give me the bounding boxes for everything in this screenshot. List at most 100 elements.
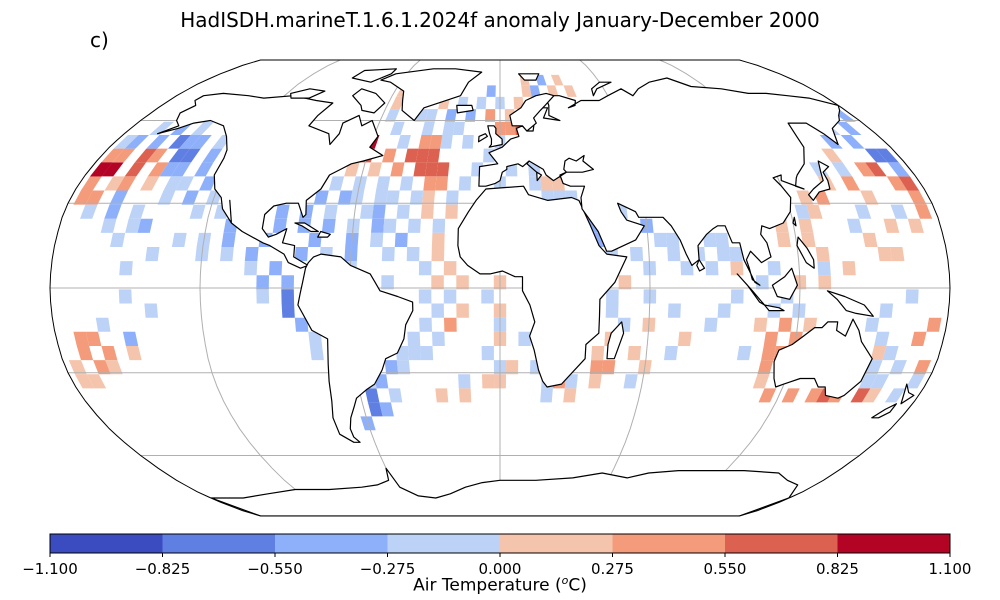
anomaly-cell	[269, 261, 283, 276]
anomaly-cell	[667, 247, 681, 262]
anomaly-cell	[905, 374, 926, 389]
anomaly-cell	[667, 303, 681, 318]
anomaly-cell	[122, 331, 139, 346]
anomaly-cell	[147, 162, 169, 177]
anomaly-cell	[376, 176, 391, 191]
anomaly-cell	[818, 275, 832, 290]
anomaly-cell	[163, 176, 183, 191]
anomaly-cell	[406, 247, 420, 262]
anomaly-cell	[752, 374, 770, 389]
land-baffin	[352, 88, 386, 114]
anomaly-cell	[458, 176, 472, 191]
land-greenland	[380, 68, 483, 122]
anomaly-cell	[913, 360, 932, 375]
anomaly-cell	[776, 232, 791, 247]
land-novaya-zemlya	[591, 81, 612, 97]
anomaly-cell	[178, 135, 202, 149]
anomaly-cell	[898, 176, 920, 191]
anomaly-cell	[146, 148, 168, 163]
globe-outline	[49, 59, 951, 517]
land-ireland	[478, 133, 488, 143]
land-hispaniola	[317, 230, 331, 238]
anomaly-cell	[730, 289, 744, 304]
anomaly-cell	[101, 148, 125, 163]
anomaly-cell	[518, 331, 531, 346]
anomaly-cell	[423, 176, 437, 191]
anomaly-cell	[190, 121, 215, 135]
anomaly-cell	[521, 85, 532, 97]
anomaly-cell	[80, 204, 98, 219]
anomaly-cell	[323, 204, 338, 219]
anomaly-cell	[804, 388, 824, 403]
anomaly-cell	[244, 261, 258, 276]
anomaly-cell	[281, 275, 294, 290]
anomaly-cell	[421, 121, 435, 135]
anomaly-cell	[194, 162, 214, 177]
anomaly-cell	[294, 317, 309, 332]
anomaly-cell	[432, 331, 445, 346]
anomaly-cell	[778, 317, 793, 332]
anomaly-cell	[831, 162, 853, 177]
anomaly-cell	[384, 109, 400, 122]
anomaly-cell	[847, 218, 863, 233]
anomaly-cell	[680, 261, 694, 276]
anomaly-cell	[926, 317, 942, 332]
anomaly-cell	[381, 275, 394, 290]
anomaly-cell	[665, 232, 680, 247]
anomaly-cell	[86, 374, 107, 389]
anomaly-cell	[716, 247, 731, 262]
anomaly-cell	[535, 74, 547, 86]
anomaly-cell	[717, 303, 731, 318]
map-title: HadISDH.marineT.1.6.1.2024f anomaly Janu…	[180, 8, 820, 32]
anomaly-cell	[540, 176, 554, 191]
anomaly-cell	[758, 388, 777, 403]
anomaly-cell	[321, 218, 336, 233]
land-svalbard	[518, 73, 540, 81]
anomaly-cell	[256, 289, 270, 304]
anomaly-cell	[781, 388, 800, 403]
anomaly-cell	[853, 162, 876, 177]
anomaly-cell	[850, 388, 871, 403]
anomaly-cell	[653, 232, 668, 247]
anomaly-cell	[815, 247, 830, 262]
anomaly-cell	[767, 261, 781, 276]
anomaly-cell	[168, 135, 191, 149]
anomaly-cell	[85, 331, 102, 346]
anomaly-cell	[461, 135, 474, 149]
anomaly-cell	[761, 346, 776, 361]
anomaly-cell	[606, 289, 619, 304]
anomaly-cell	[794, 204, 811, 219]
anomaly-cell	[68, 360, 87, 375]
anomaly-cell	[396, 360, 411, 375]
anomaly-cell	[328, 176, 345, 191]
anomaly-cell	[440, 135, 453, 149]
anomaly-cell	[149, 121, 175, 135]
anomaly-cell	[623, 374, 638, 389]
anomaly-cell	[702, 232, 717, 247]
anomaly-cell	[146, 135, 170, 149]
anomaly-cell	[905, 289, 919, 304]
anomaly-cell	[540, 388, 553, 403]
anomaly-cell	[821, 148, 843, 163]
panel-label: c)	[90, 28, 109, 52]
anomaly-cell	[134, 148, 158, 163]
anomaly-cell	[281, 289, 295, 304]
anomaly-cell	[842, 261, 856, 276]
anomaly-cell	[171, 232, 187, 247]
anomaly-cell	[458, 388, 472, 403]
anomaly-cell	[874, 331, 890, 346]
anomaly-cell	[914, 204, 933, 219]
anomaly-cell	[431, 275, 444, 290]
anomaly-cell	[443, 289, 457, 304]
anomaly-cell	[73, 331, 90, 346]
anomaly-cell	[757, 360, 774, 375]
anomaly-cell	[588, 374, 602, 389]
anomaly-cell	[137, 218, 153, 233]
anomaly-cell	[870, 346, 887, 361]
land-south-america	[297, 253, 414, 443]
anomaly-cell	[862, 232, 878, 247]
anomaly-cell	[431, 303, 444, 318]
anomaly-cell	[513, 96, 524, 110]
anomaly-cell	[563, 388, 577, 403]
anomaly-cell	[116, 176, 137, 191]
